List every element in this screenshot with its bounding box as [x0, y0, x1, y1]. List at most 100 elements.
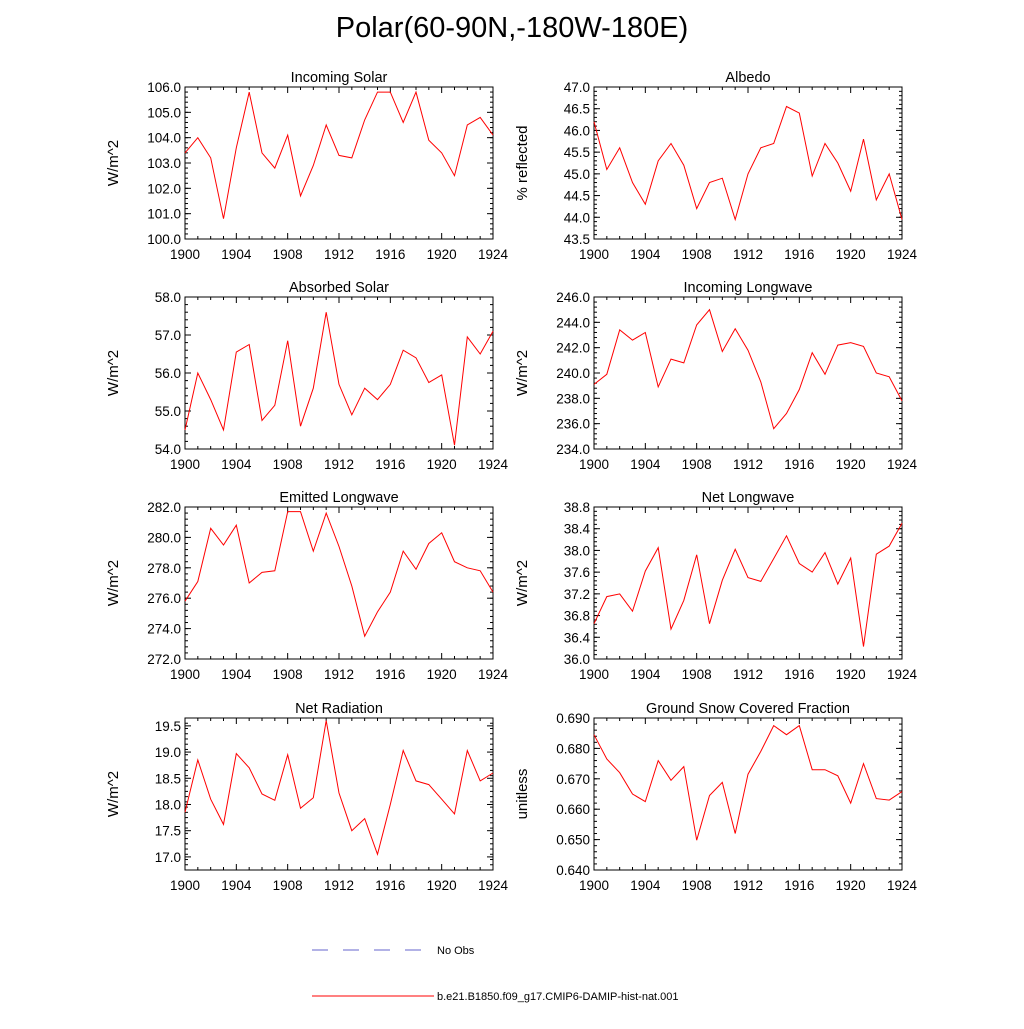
series-line — [184, 720, 494, 857]
panel-title: Absorbed Solar — [289, 280, 389, 296]
x-tick-label: 1916 — [784, 457, 814, 472]
x-tick-label: 1912 — [324, 247, 354, 262]
x-tick-label: 1900 — [579, 667, 609, 682]
y-tick-label: 36.4 — [564, 630, 591, 645]
y-axis-label: W/m^2 — [514, 350, 531, 396]
plot-frame — [593, 506, 903, 660]
y-tick-label: 0.680 — [556, 741, 590, 756]
x-tick-label: 1912 — [733, 247, 763, 262]
y-tick-label: 102.0 — [147, 181, 181, 196]
x-tick-label: 1904 — [221, 247, 252, 262]
series-line — [184, 511, 494, 638]
y-tick-label: 44.5 — [564, 189, 590, 204]
y-tick-label: 43.5 — [564, 232, 590, 247]
series-line — [593, 308, 903, 430]
series-line — [184, 90, 494, 219]
y-tick-label: 17.0 — [155, 850, 181, 865]
y-tick-label: 0.660 — [556, 802, 590, 817]
y-tick-label: 38.8 — [564, 500, 590, 515]
plot-frame — [184, 296, 494, 450]
y-tick-label: 103.0 — [147, 156, 181, 171]
panel-title: Ground Snow Covered Fraction — [646, 701, 850, 717]
x-tick-label: 1916 — [375, 667, 405, 682]
x-tick-label: 1924 — [478, 457, 509, 472]
x-tick-label: 1912 — [324, 878, 354, 893]
x-tick-label: 1912 — [733, 457, 763, 472]
chart-panel: Incoming Solar W/m^2 1900 1904 1908 1912 1916 1… — [105, 70, 509, 262]
y-tick-label: 244.0 — [556, 315, 590, 330]
x-tick-label: 1904 — [221, 878, 252, 893]
x-tick-label: 1904 — [630, 667, 661, 682]
x-tick-label: 1916 — [784, 247, 814, 262]
series-line — [593, 105, 903, 222]
x-tick-label: 1912 — [324, 457, 354, 472]
panel-title: Albedo — [725, 70, 770, 86]
plot-frame — [184, 506, 494, 660]
legend-label: No Obs — [437, 945, 475, 957]
y-tick-label: 58.0 — [155, 290, 181, 305]
x-tick-label: 1904 — [630, 247, 661, 262]
y-tick-label: 276.0 — [147, 591, 181, 606]
y-axis-label: W/m^2 — [105, 560, 122, 606]
y-tick-label: 17.5 — [155, 824, 181, 839]
series-line — [593, 523, 903, 647]
y-tick-label: 18.5 — [155, 771, 181, 786]
y-tick-label: 104.0 — [147, 131, 181, 146]
y-tick-label: 45.0 — [564, 167, 590, 182]
y-tick-label: 274.0 — [147, 622, 181, 637]
y-tick-label: 38.4 — [564, 522, 591, 537]
x-tick-label: 1916 — [784, 878, 814, 893]
y-tick-label: 100.0 — [147, 232, 181, 247]
y-axis-label: W/m^2 — [105, 350, 122, 396]
y-axis-label: % reflected — [514, 125, 531, 200]
y-tick-label: 236.0 — [556, 417, 590, 432]
x-tick-label: 1904 — [630, 878, 661, 893]
panel-title: Net Radiation — [295, 701, 383, 717]
y-tick-label: 19.0 — [155, 745, 181, 760]
panel-title: Emitted Longwave — [279, 490, 398, 506]
y-tick-label: 278.0 — [147, 561, 181, 576]
y-tick-label: 56.0 — [155, 366, 181, 381]
y-axis-label: W/m^2 — [514, 560, 531, 606]
x-tick-label: 1924 — [478, 878, 509, 893]
y-tick-label: 106.0 — [147, 80, 181, 95]
plot-frame — [593, 717, 903, 871]
y-tick-label: 55.0 — [155, 404, 181, 419]
y-tick-label: 0.690 — [556, 711, 590, 726]
x-tick-label: 1900 — [170, 457, 200, 472]
panel-title: Incoming Solar — [291, 70, 388, 86]
y-axis-label: unitless — [514, 769, 531, 820]
x-tick-label: 1924 — [478, 247, 509, 262]
y-axis-label: W/m^2 — [105, 771, 122, 817]
y-axis-label: W/m^2 — [105, 140, 122, 186]
y-tick-label: 54.0 — [155, 442, 181, 457]
page-title: Polar(60-90N,-180W-180E) — [335, 12, 689, 44]
x-tick-label: 1924 — [887, 247, 918, 262]
y-tick-label: 44.0 — [564, 210, 590, 225]
chart-panel: Albedo % reflected 1900 1904 1908 1912 1916 192… — [514, 70, 918, 262]
y-tick-label: 246.0 — [556, 290, 590, 305]
y-tick-label: 18.0 — [155, 797, 181, 812]
plot-frame — [593, 296, 903, 450]
x-tick-label: 1916 — [784, 667, 814, 682]
x-tick-label: 1908 — [682, 667, 712, 682]
plot-frame — [593, 86, 903, 240]
y-tick-label: 38.0 — [564, 543, 590, 558]
x-tick-label: 1900 — [170, 878, 200, 893]
x-tick-label: 1916 — [375, 878, 405, 893]
y-tick-label: 47.0 — [564, 80, 590, 95]
y-tick-label: 45.5 — [564, 145, 590, 160]
chart-panel: Absorbed Solar W/m^2 1900 1904 1908 1912 1916 1… — [105, 280, 509, 472]
y-tick-label: 272.0 — [147, 652, 181, 667]
x-tick-label: 1920 — [427, 247, 457, 262]
legend-label: b.e21.B1850.f09_g17.CMIP6-DAMIP-hist-nat… — [437, 991, 679, 1003]
chart-panel: Net Longwave W/m^2 1900 1904 1908 1912 1916 192… — [514, 490, 918, 682]
y-tick-label: 46.0 — [564, 123, 590, 138]
y-tick-label: 36.8 — [564, 609, 590, 624]
x-tick-label: 1920 — [427, 878, 457, 893]
x-tick-label: 1912 — [733, 878, 763, 893]
x-tick-label: 1900 — [170, 247, 200, 262]
chart-panel: Emitted Longwave W/m^2 1900 1904 1908 1912 191… — [105, 490, 509, 682]
x-tick-label: 1920 — [427, 457, 457, 472]
x-tick-label: 1916 — [375, 457, 405, 472]
